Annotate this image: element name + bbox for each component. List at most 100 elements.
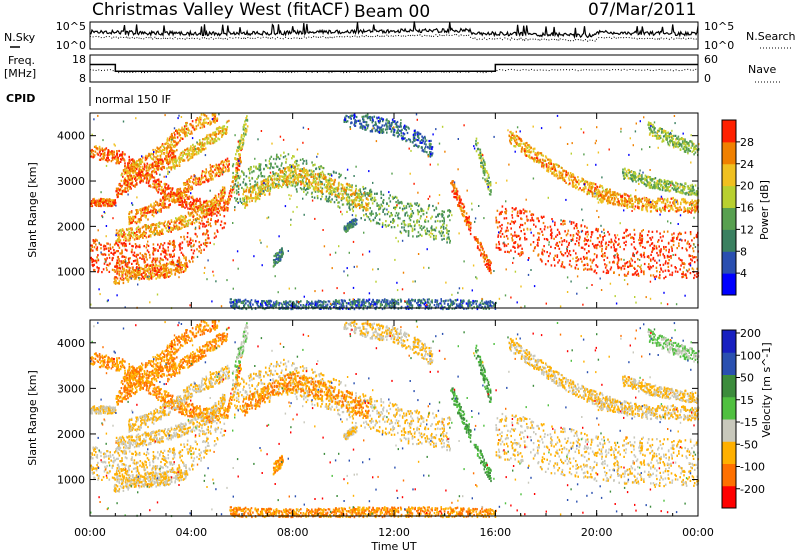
- power-cell: [111, 205, 113, 207]
- power-cell: [320, 175, 322, 177]
- power-cell: [442, 220, 444, 222]
- power-cell: [161, 229, 163, 231]
- power-cell: [236, 159, 238, 161]
- power-cell: [112, 159, 114, 161]
- power-cell: [405, 212, 407, 214]
- power-cell: [189, 261, 191, 263]
- power-cell: [95, 145, 97, 147]
- power-cell: [117, 262, 119, 264]
- power-cell: [398, 212, 400, 214]
- power-cell: [168, 220, 170, 222]
- power-cell: [421, 210, 423, 212]
- noise-search-label: N.Search: [746, 30, 796, 43]
- power-cell: [94, 269, 96, 271]
- power-cell: [138, 159, 140, 161]
- power-cell: [179, 199, 181, 201]
- power-cell: [161, 258, 163, 260]
- power-cell: [338, 176, 340, 178]
- power-cell: [308, 186, 310, 188]
- power-cell: [198, 250, 200, 252]
- power-cell: [185, 256, 187, 258]
- power-cell: [153, 205, 155, 207]
- power-cell: [184, 190, 186, 192]
- power-cell: [400, 231, 402, 233]
- power-cell: [372, 197, 374, 199]
- power-cell: [172, 261, 174, 263]
- nave-label: Nave: [748, 63, 776, 76]
- power-cell: [272, 184, 274, 186]
- power-cell: [139, 257, 141, 259]
- power-cell: [102, 158, 104, 160]
- power-cell: [199, 225, 201, 227]
- power-cell: [351, 193, 353, 195]
- power-cell: [189, 181, 191, 183]
- power-cell: [295, 168, 297, 170]
- power-cell: [207, 214, 209, 216]
- power-cell: [152, 211, 154, 213]
- power-cell: [131, 159, 133, 161]
- power-cell: [138, 170, 140, 172]
- power-cell: [206, 117, 208, 119]
- power-cell: [120, 260, 122, 262]
- power-cell: [163, 153, 165, 155]
- power-cell: [106, 147, 108, 149]
- power-cell: [236, 163, 238, 165]
- power-cell: [236, 192, 238, 194]
- power-cell: [149, 265, 151, 267]
- power-cell: [442, 210, 444, 212]
- power-cell: [359, 193, 361, 195]
- power-cell: [121, 279, 123, 281]
- power-cell: [209, 173, 211, 175]
- power-cell: [391, 131, 393, 133]
- power-cell: [251, 200, 253, 202]
- power-cell: [209, 242, 211, 244]
- power-cell: [422, 140, 424, 142]
- power-cell: [424, 137, 426, 139]
- power-cell: [365, 187, 367, 189]
- power-cell: [144, 177, 146, 179]
- power-cell: [258, 175, 260, 177]
- power-cell: [93, 150, 95, 152]
- power-cell: [439, 232, 441, 234]
- power-cell: [269, 190, 271, 192]
- power-cell: [383, 209, 385, 211]
- power-cell: [126, 191, 128, 193]
- power-cell: [371, 193, 373, 195]
- power-cell: [201, 173, 203, 175]
- power-cell: [171, 158, 173, 160]
- power-cell: [227, 166, 229, 168]
- power-cell: [256, 178, 258, 180]
- power-cell: [243, 124, 245, 126]
- power-cell: [278, 169, 280, 171]
- power-cell: [197, 218, 199, 220]
- power-cell: [410, 141, 412, 143]
- power-cell: [168, 242, 170, 244]
- power-cell: [140, 182, 142, 184]
- power-cell: [354, 117, 356, 119]
- power-cell: [158, 222, 160, 224]
- power-cell: [342, 193, 344, 195]
- power-cell: [432, 205, 434, 207]
- power-cell: [291, 170, 293, 172]
- power-cell: [237, 168, 239, 170]
- power-cell: [109, 198, 111, 200]
- power-cell: [196, 153, 198, 155]
- power-cell: [140, 271, 142, 273]
- power-cell: [155, 229, 157, 231]
- power-cell: [404, 133, 406, 135]
- power-cell: [260, 188, 262, 190]
- power-cell: [238, 169, 240, 171]
- power-cell: [401, 129, 403, 131]
- power-cell: [100, 198, 102, 200]
- power-cell: [169, 161, 171, 163]
- power-cell: [107, 154, 109, 156]
- power-cell: [204, 175, 206, 177]
- power-cell: [170, 193, 172, 195]
- power-cell: [169, 240, 171, 242]
- power-cell: [141, 273, 143, 275]
- power-cell: [275, 261, 277, 263]
- power-cell: [379, 213, 381, 215]
- power-cell: [129, 188, 131, 190]
- power-cell: [374, 193, 376, 195]
- power-cell: [380, 191, 382, 193]
